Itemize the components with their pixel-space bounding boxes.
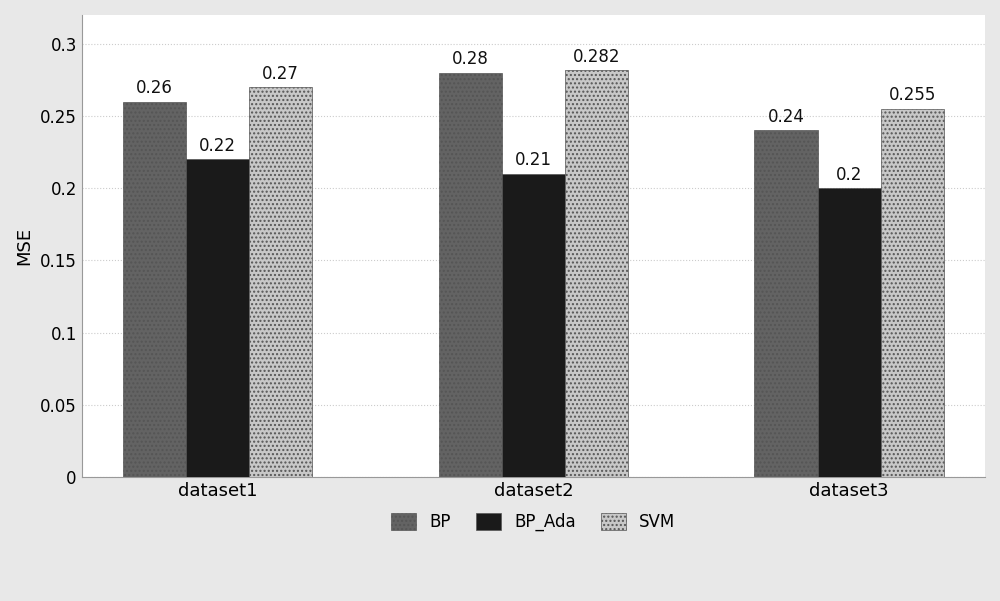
Text: 0.28: 0.28: [452, 50, 489, 69]
Bar: [502, 174, 565, 477]
Text: 0.24: 0.24: [768, 108, 804, 126]
Bar: [881, 109, 944, 477]
Text: 0.22: 0.22: [199, 137, 236, 155]
Bar: [565, 70, 628, 477]
Text: 0.255: 0.255: [889, 87, 936, 105]
Legend: BP, BP_Ada, SVM: BP, BP_Ada, SVM: [384, 506, 682, 538]
Bar: [754, 130, 818, 477]
Text: 0.282: 0.282: [573, 47, 620, 66]
Y-axis label: MSE: MSE: [15, 227, 33, 265]
Bar: [249, 87, 312, 477]
Bar: [439, 73, 502, 477]
Text: 0.2: 0.2: [836, 166, 862, 184]
Text: 0.26: 0.26: [136, 79, 173, 97]
Text: 0.27: 0.27: [262, 65, 299, 83]
Bar: [818, 188, 881, 477]
Text: 0.21: 0.21: [515, 151, 552, 169]
Bar: [186, 159, 249, 477]
Bar: [123, 102, 186, 477]
